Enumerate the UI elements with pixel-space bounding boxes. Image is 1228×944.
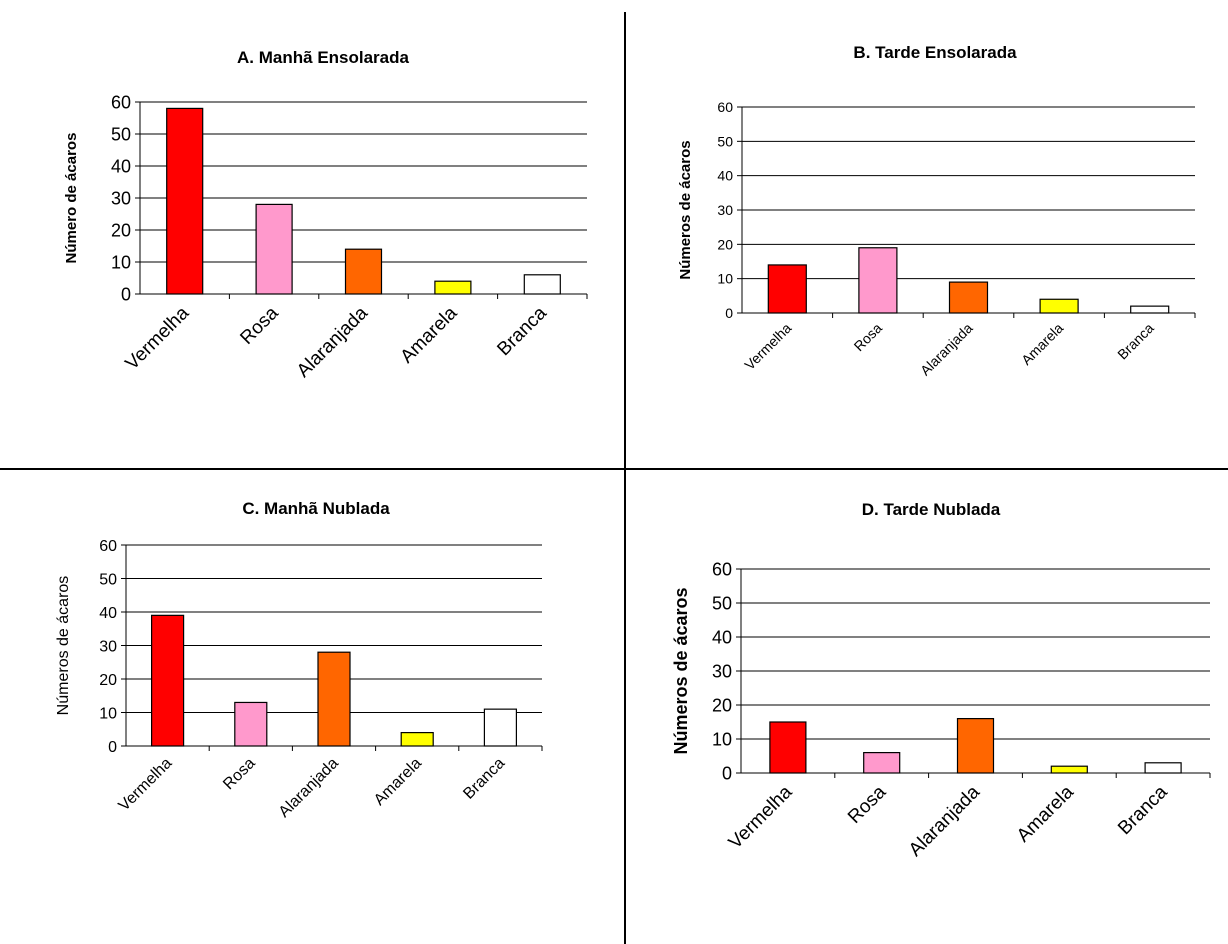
bar — [344, 248, 383, 295]
chart-title: A. Manhã Ensolarada — [237, 48, 409, 67]
bar — [948, 281, 989, 314]
bar — [255, 203, 293, 295]
bar — [1039, 298, 1079, 314]
x-tick-label: Rosa — [851, 320, 886, 355]
chart-title: C. Manhã Nublada — [242, 499, 390, 518]
bar — [434, 280, 472, 295]
y-axis-label: Número de ácaros — [63, 133, 80, 264]
y-tick-label: 40 — [111, 156, 131, 176]
bar — [767, 264, 807, 314]
y-tick-label: 20 — [712, 695, 732, 715]
y-tick-label: 10 — [717, 271, 733, 287]
x-tick-label: Branca — [1114, 320, 1157, 363]
chart-C: C. Manhã Nublada 0 10 20 30 40 50 60 Números de … — [55, 499, 543, 821]
bar — [956, 717, 995, 774]
y-tick-label: 10 — [712, 729, 732, 749]
x-tick-label: Vermelha — [116, 755, 176, 815]
chart-title: D. Tarde Nublada — [862, 500, 1001, 519]
x-tick-label: Rosa — [236, 302, 283, 349]
y-axis-label: Números de ácaros — [671, 587, 691, 754]
y-tick-label: 60 — [717, 99, 733, 115]
bar — [234, 701, 268, 747]
y-tick-label: 60 — [99, 538, 117, 555]
x-tick-label: Alaranjada — [917, 320, 976, 379]
y-tick-label: 50 — [717, 133, 733, 149]
y-tick-label: 60 — [712, 559, 732, 579]
x-tick-label: Alaranjada — [293, 302, 372, 381]
y-tick-label: 50 — [111, 124, 131, 144]
x-tick-label: Amarela — [371, 755, 425, 809]
y-tick-label: 40 — [99, 605, 117, 622]
x-tick-label: Branca — [493, 302, 551, 360]
y-axis-label: Números de ácaros — [55, 576, 72, 716]
y-tick-label: 40 — [717, 168, 733, 184]
y-tick-label: 0 — [725, 305, 733, 321]
bar — [1130, 305, 1170, 314]
x-tick-label: Rosa — [844, 781, 891, 828]
chart-D: D. Tarde Nublada 0 10 20 30 40 50 60 Números de … — [671, 500, 1211, 861]
y-tick-label: 30 — [717, 202, 733, 218]
chart-B: B. Tarde Ensolarada 0 10 20 30 40 50 60 Números … — [677, 43, 1196, 379]
y-tick-label: 50 — [99, 571, 117, 588]
y-tick-label: 60 — [111, 92, 131, 112]
x-tick-label: Vermelha — [122, 302, 194, 374]
x-tick-label: Branca — [1114, 781, 1172, 839]
bar — [400, 731, 434, 747]
bar — [317, 651, 351, 747]
y-tick-label: 50 — [712, 593, 732, 613]
y-tick-label: 10 — [111, 252, 131, 272]
x-tick-label: Rosa — [220, 755, 259, 794]
bar — [1050, 765, 1088, 774]
x-tick-label: Amarela — [1018, 320, 1066, 368]
bar — [863, 751, 901, 774]
bar — [858, 247, 898, 314]
y-tick-label: 0 — [108, 739, 117, 756]
y-tick-label: 10 — [99, 705, 117, 722]
y-tick-label: 20 — [111, 220, 131, 240]
x-tick-label: Alaranjada — [905, 781, 984, 860]
bar — [151, 614, 185, 747]
y-tick-label: 30 — [712, 661, 732, 681]
bar — [1144, 762, 1182, 774]
y-tick-label: 40 — [712, 627, 732, 647]
chart-A: A. Manhã Ensolarada 0 10 20 30 40 50 60 Número d… — [63, 48, 588, 382]
bar — [769, 721, 807, 774]
bar — [166, 107, 204, 295]
x-tick-label: Amarela — [397, 302, 462, 367]
y-tick-label: 20 — [717, 236, 733, 252]
y-tick-label: 30 — [111, 188, 131, 208]
y-tick-label: 0 — [722, 763, 732, 783]
bar — [483, 708, 517, 747]
y-tick-label: 0 — [121, 284, 131, 304]
chart-title: B. Tarde Ensolarada — [853, 43, 1017, 62]
x-tick-label: Amarela — [1013, 781, 1078, 846]
bar — [523, 274, 561, 295]
x-tick-label: Vermelha — [725, 781, 797, 853]
x-tick-label: Vermelha — [741, 320, 794, 373]
x-tick-label: Alaranjada — [276, 755, 342, 821]
y-tick-label: 30 — [99, 638, 117, 655]
x-tick-label: Branca — [460, 755, 508, 803]
y-axis-label: Números de ácaros — [677, 140, 694, 279]
y-tick-label: 20 — [99, 672, 117, 689]
